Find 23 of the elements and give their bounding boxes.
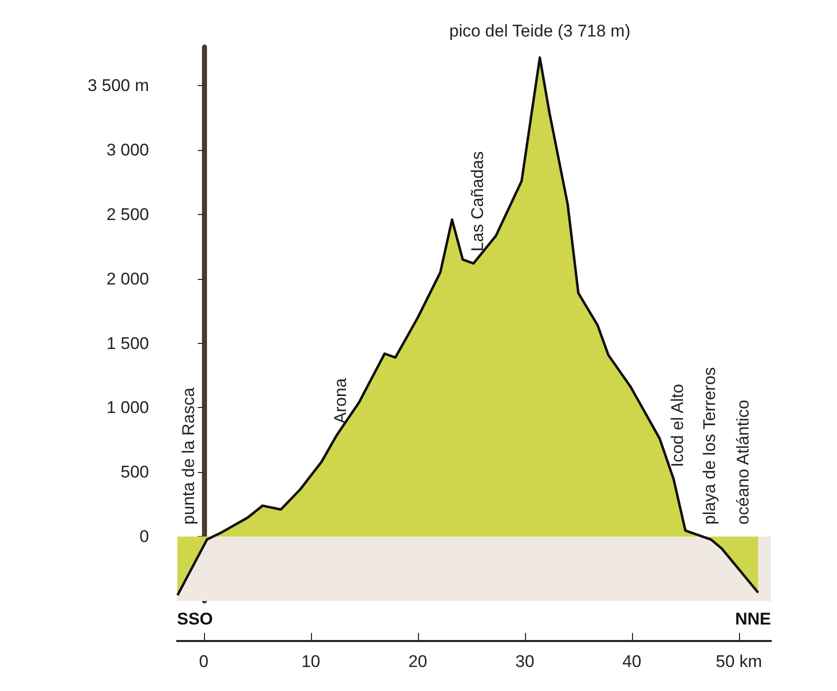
annotation: Arona — [330, 378, 350, 424]
x-tick-label: 50 km — [716, 652, 762, 671]
x-tick-label: 20 — [408, 652, 428, 671]
y-tick-label: 1 500 — [106, 334, 149, 353]
y-tick-label: 3 000 — [106, 140, 149, 160]
y-tick-label: 2 500 — [106, 204, 149, 224]
x-tick-label: 0 — [199, 652, 208, 671]
text: SSO — [177, 610, 213, 628]
y-tick-label: 3 500 m — [88, 76, 149, 96]
annotation: Icod el Alto — [668, 384, 688, 468]
y-tick-label: 0 — [140, 527, 149, 546]
y-tick-label: 500 — [120, 462, 149, 482]
x-tick-label: 10 — [301, 652, 320, 671]
x-tick-label: 40 — [622, 652, 642, 671]
annotation: océano Atlántico — [733, 400, 752, 525]
x-tick-label: 30 — [515, 652, 534, 671]
annotation: pico del Teide (3 718 m) — [449, 22, 630, 41]
y-tick-label: 1 000 — [106, 398, 149, 418]
text: NNE — [735, 610, 771, 628]
annotation: playa de los Terreros — [700, 367, 720, 525]
y-tick-label: 2 000 — [106, 269, 149, 288]
annotation: punta de la Rasca — [178, 387, 198, 525]
annotation: Las Cañadas — [468, 151, 487, 252]
